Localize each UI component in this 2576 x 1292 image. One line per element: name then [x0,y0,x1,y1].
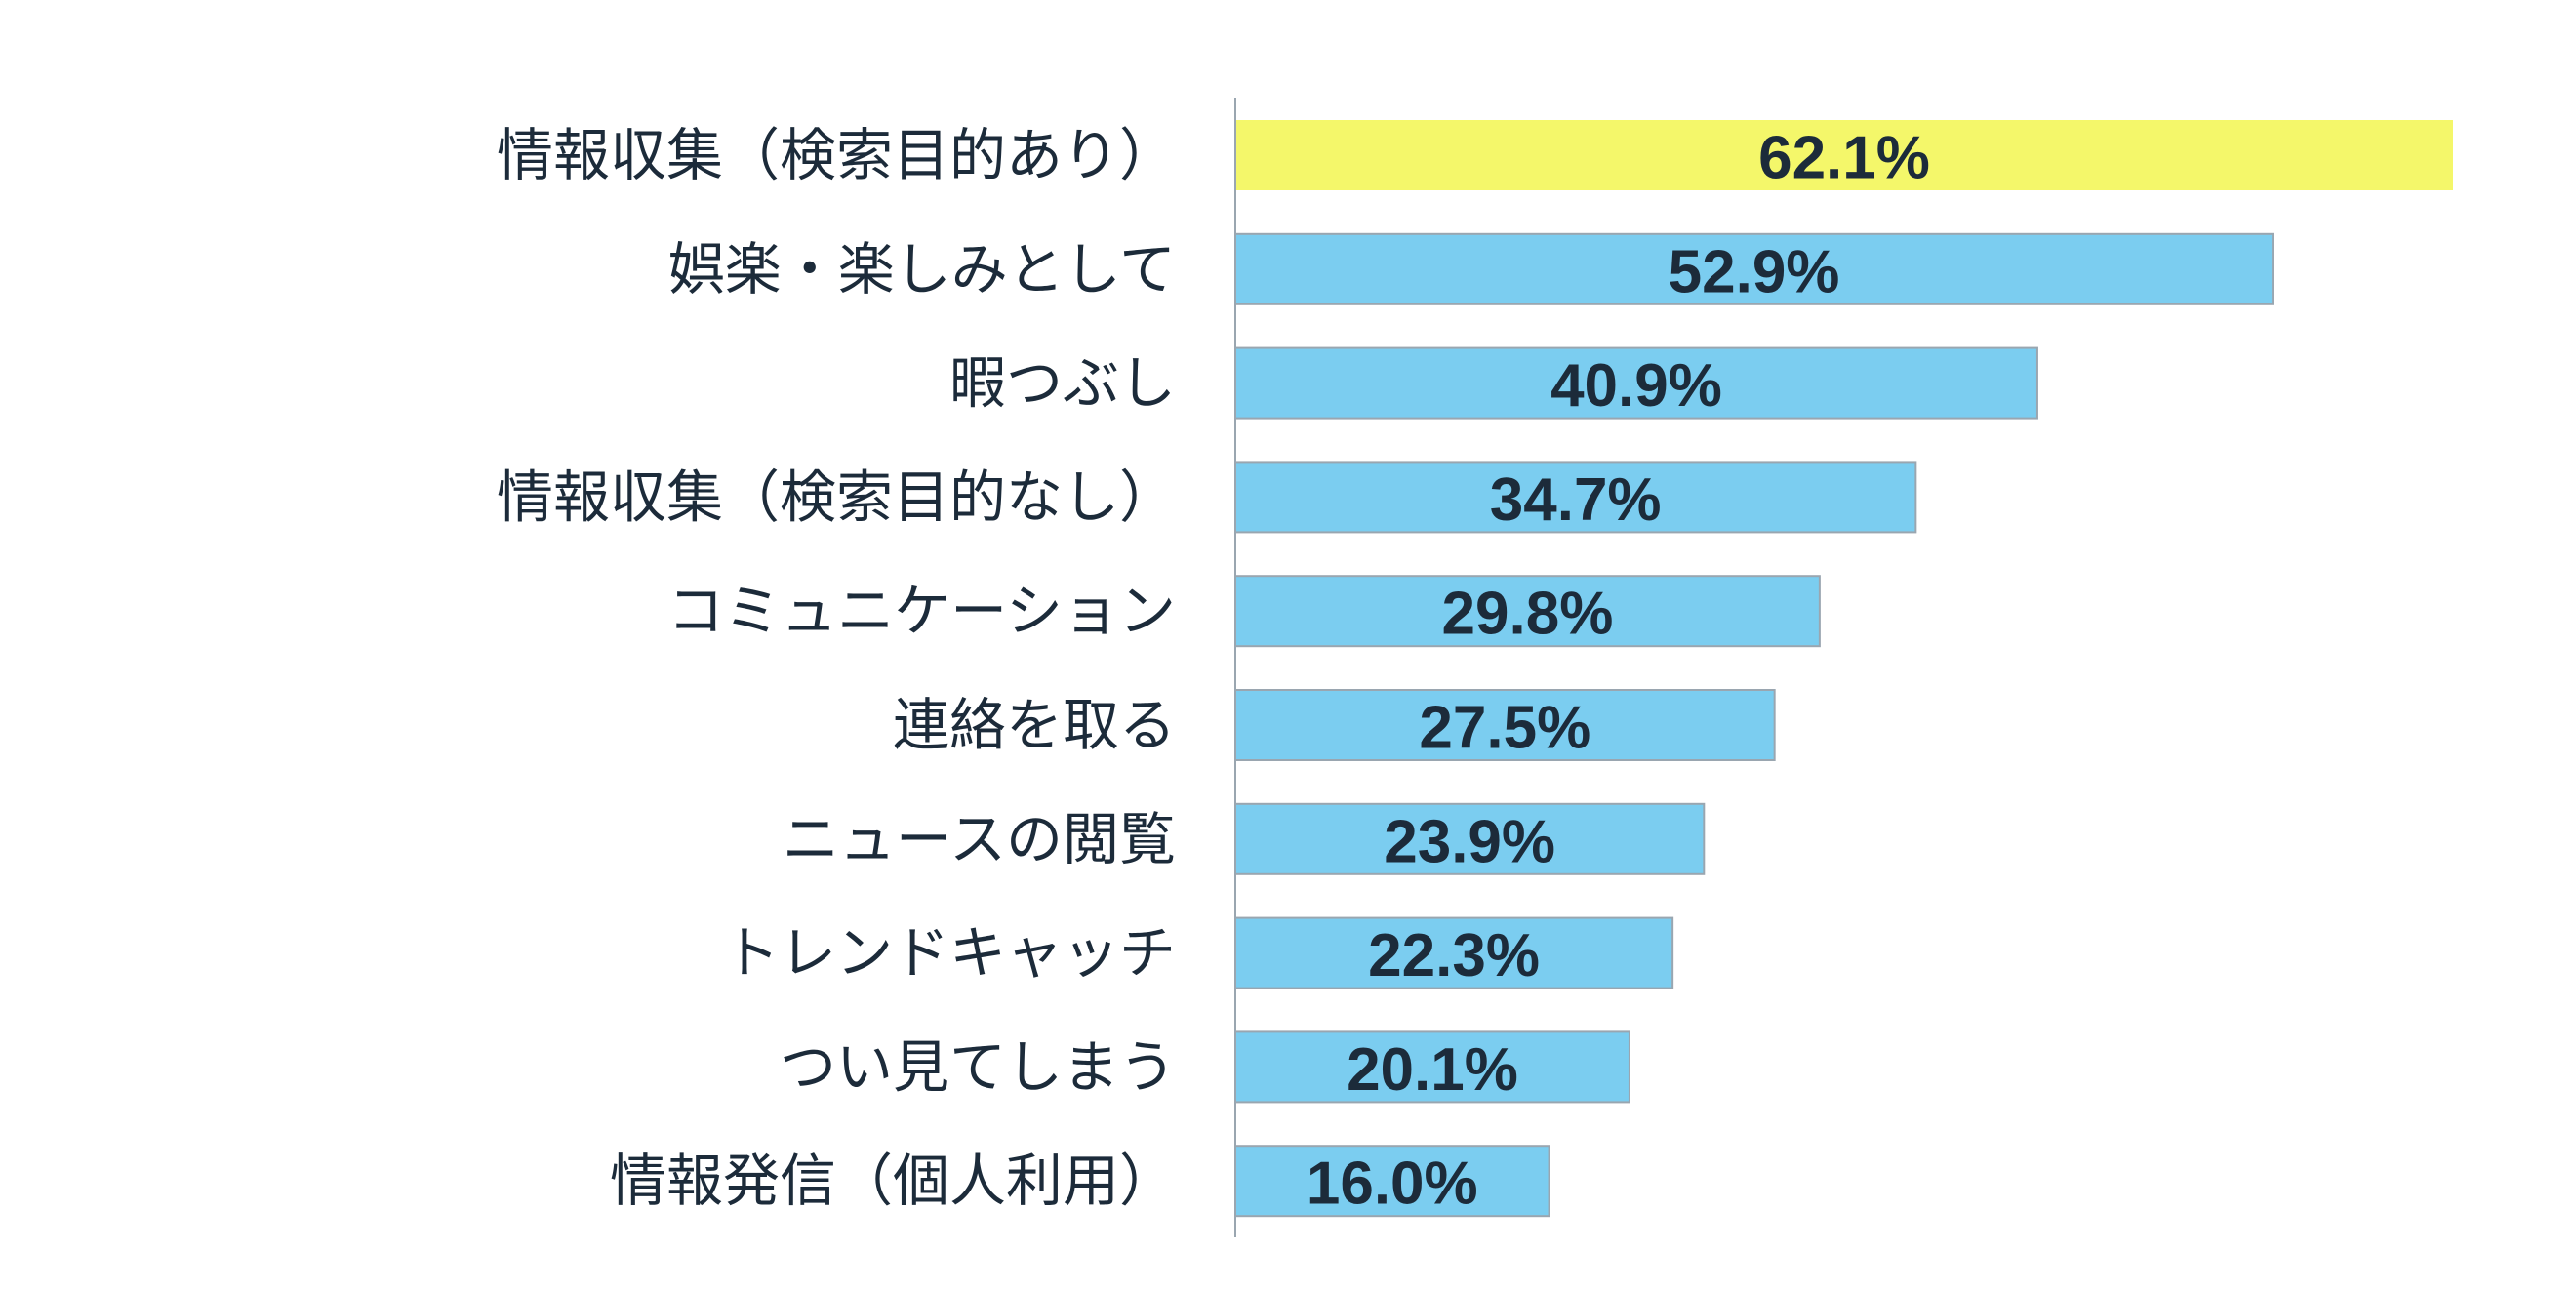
value-label-6: 23.9% [1384,808,1555,875]
value-label-9: 16.0% [1307,1151,1478,1218]
category-label-2: 暇つぶし [949,350,1176,417]
category-label-9: 情報発信（個人利用） [610,1148,1176,1214]
value-label-4: 29.8% [1442,581,1614,648]
bar-2 [1234,346,2038,420]
value-label-1: 52.9% [1669,238,1840,305]
category-label-1: 娯楽・楽しみとして [668,236,1176,303]
bar-6 [1234,802,1706,875]
value-label-0: 62.1% [1758,125,1930,192]
bar-7 [1234,916,1674,989]
value-label-5: 27.5% [1419,695,1590,762]
value-label-7: 22.3% [1368,922,1540,989]
bar-1 [1234,232,2274,305]
category-label-6: ニュースの閲覧 [783,806,1176,872]
category-label-8: つい見てしまう [780,1033,1176,1100]
category-label-4: コミュニケーション [667,578,1176,644]
bars-layer [1234,120,2453,1218]
bar-4 [1234,575,1821,648]
category-label-5: 連絡を取る [893,692,1176,758]
bar-3 [1234,461,1917,534]
value-label-8: 20.1% [1347,1036,1518,1104]
bar-5 [1234,689,1776,761]
bar-0 [1235,120,2453,190]
category-label-3: 情報収集（検索目的なし） [497,464,1176,530]
category-label-0: 情報収集（検索目的あり） [497,122,1176,188]
category-label-7: トレンドキャッチ [723,920,1176,987]
value-label-3: 34.7% [1490,466,1662,534]
value-labels-layer: 62.1% 52.9% 40.9% 34.7% 29.8% 27.5% 23.9% 22.3%… [1307,125,1930,1218]
value-label-2: 40.9% [1550,352,1722,420]
